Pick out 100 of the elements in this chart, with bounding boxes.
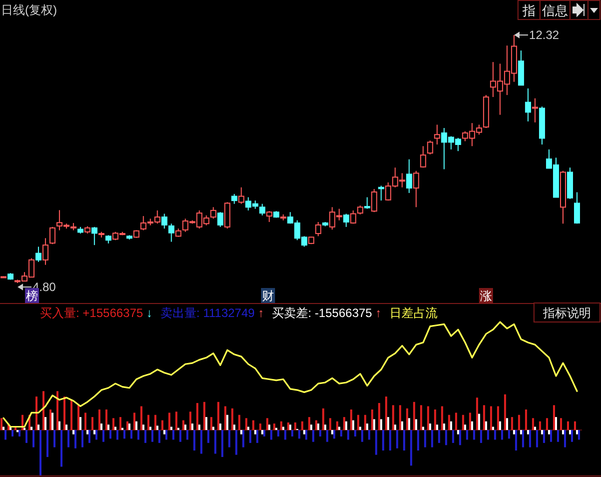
bar xyxy=(312,430,314,442)
bar xyxy=(420,405,422,430)
bar xyxy=(91,417,94,430)
bar xyxy=(105,409,108,430)
bar xyxy=(550,430,552,442)
bar xyxy=(305,430,308,440)
bar xyxy=(368,430,370,440)
bar xyxy=(280,421,282,430)
bar xyxy=(490,406,492,430)
bar xyxy=(277,430,280,436)
bar xyxy=(30,426,32,430)
bar xyxy=(357,414,360,430)
bar xyxy=(494,430,496,440)
bar xyxy=(506,418,508,430)
bar xyxy=(259,424,262,430)
bar xyxy=(424,430,426,448)
bar xyxy=(536,430,538,448)
bar xyxy=(567,421,570,430)
bar xyxy=(119,417,122,430)
bar xyxy=(441,406,444,430)
bar xyxy=(361,430,364,442)
bar xyxy=(149,426,152,430)
bar xyxy=(207,430,210,443)
bar xyxy=(445,430,448,446)
text: 榜 xyxy=(26,289,38,303)
bar xyxy=(49,409,52,430)
bar xyxy=(564,430,566,448)
bar xyxy=(497,406,500,430)
bar xyxy=(231,408,234,430)
bar xyxy=(247,426,250,430)
bar xyxy=(79,417,82,430)
bar xyxy=(371,409,374,430)
bar xyxy=(114,426,116,430)
bar xyxy=(37,424,40,430)
bar xyxy=(67,430,70,448)
bar xyxy=(282,426,284,430)
text: 涨 xyxy=(480,289,492,303)
bar xyxy=(501,430,504,440)
bar xyxy=(238,414,240,430)
bar xyxy=(221,430,224,457)
bar xyxy=(228,430,230,448)
series-label: 日差占流 xyxy=(389,306,438,320)
bar xyxy=(0,418,2,430)
bar xyxy=(553,405,556,430)
bar xyxy=(394,424,396,430)
bar xyxy=(18,430,20,436)
bar xyxy=(471,421,474,430)
bar xyxy=(543,430,546,443)
bar xyxy=(102,430,104,442)
bar xyxy=(452,430,454,443)
text: 买入量: +15566375 ↓ xyxy=(40,306,152,320)
bar xyxy=(2,426,4,430)
bar xyxy=(364,414,366,430)
bar xyxy=(58,421,60,430)
bar xyxy=(240,430,242,434)
bar xyxy=(457,430,460,434)
bar xyxy=(319,430,322,436)
bar xyxy=(203,402,206,430)
bar xyxy=(35,396,38,430)
bar xyxy=(459,430,462,446)
bar xyxy=(333,430,336,439)
bar xyxy=(198,424,200,430)
bar xyxy=(175,412,178,430)
bar xyxy=(431,430,434,448)
bar xyxy=(529,430,532,448)
bar xyxy=(39,430,42,476)
bar xyxy=(112,418,114,430)
bar xyxy=(476,398,478,430)
bar xyxy=(401,421,404,430)
bar xyxy=(128,424,130,430)
bar xyxy=(562,430,564,434)
bar xyxy=(179,430,182,442)
chart-title: 日线(复权) xyxy=(1,3,57,17)
bar xyxy=(478,414,480,430)
bar xyxy=(107,424,110,430)
bar xyxy=(116,430,118,440)
bar xyxy=(331,430,334,434)
bar xyxy=(140,406,142,430)
bar xyxy=(522,430,524,448)
bar xyxy=(51,412,54,430)
bar xyxy=(487,430,490,440)
bar xyxy=(492,426,494,430)
bar xyxy=(170,426,172,430)
bar xyxy=(308,417,310,430)
bar xyxy=(450,421,452,430)
bar xyxy=(576,430,578,434)
bar xyxy=(336,421,338,430)
bar xyxy=(373,419,376,430)
bar xyxy=(322,408,324,430)
bar xyxy=(413,402,416,430)
bar xyxy=(518,414,520,430)
bar xyxy=(403,430,406,451)
bar xyxy=(193,430,196,451)
bar xyxy=(84,412,86,430)
bar xyxy=(137,430,140,440)
bar xyxy=(163,430,166,434)
bar xyxy=(406,408,408,430)
bar xyxy=(329,418,332,430)
bar xyxy=(338,426,340,430)
bar xyxy=(256,430,258,443)
